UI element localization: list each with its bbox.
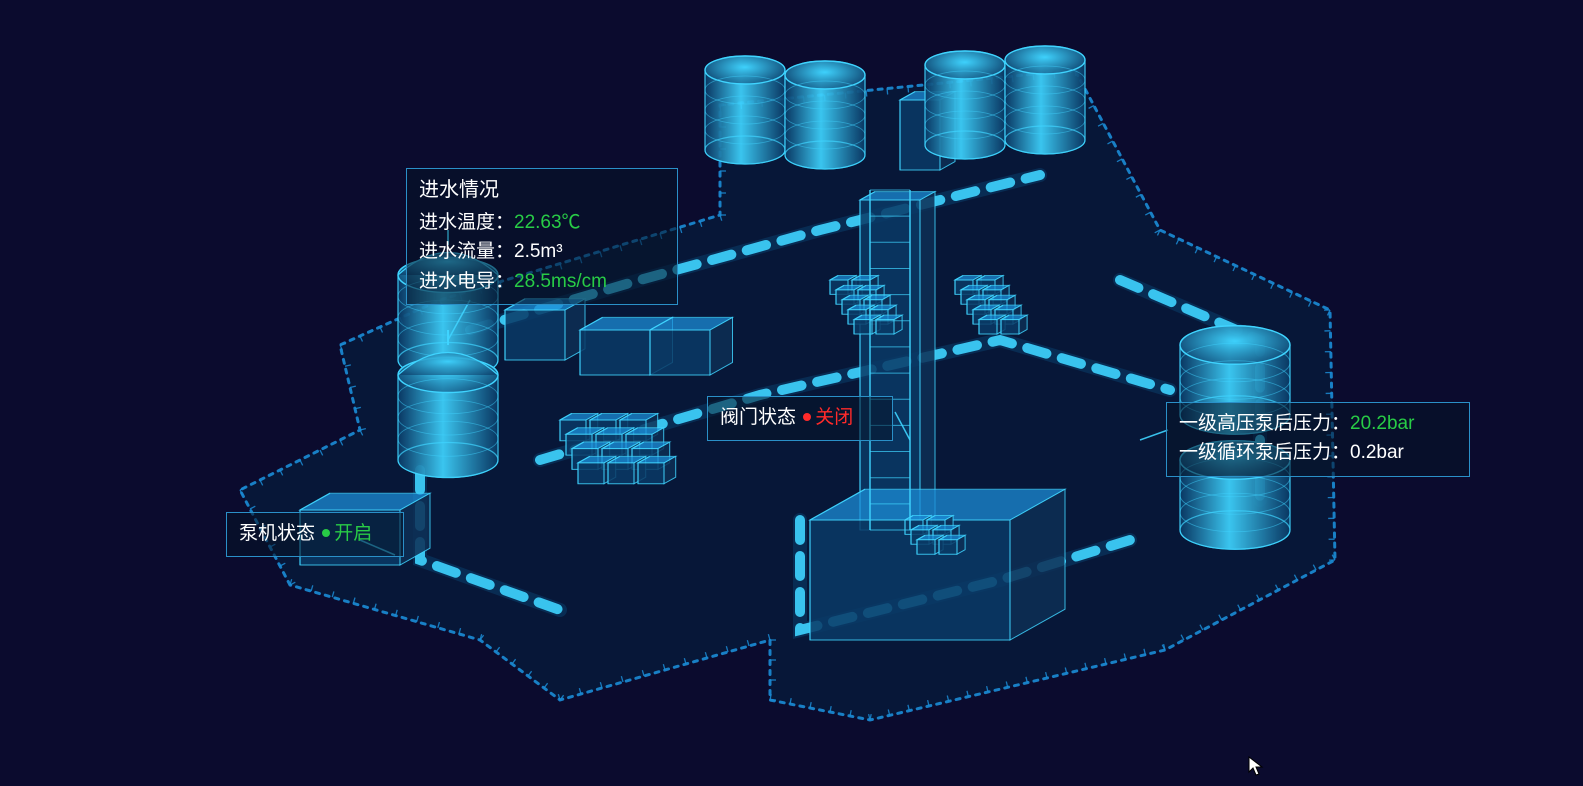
inlet-temp-label: 进水温度：	[419, 212, 514, 233]
pump-status-dot-icon	[322, 529, 330, 537]
inlet-flow-row: 进水流量：2.5m³	[419, 237, 665, 266]
inlet-flow-label: 进水流量：	[419, 241, 514, 262]
hp-pressure-value: 20.2bar	[1350, 413, 1414, 434]
valve-status-value: 关闭	[815, 407, 853, 428]
inlet-cond-row: 进水电导：28.5ms/cm	[419, 267, 665, 296]
inlet-panel-title: 进水情况	[419, 175, 665, 206]
hp-pressure-label: 一级高压泵后压力：	[1179, 413, 1350, 434]
inlet-temp-row: 进水温度：22.63℃	[419, 208, 665, 237]
valve-status-panel: 阀门状态 关闭	[707, 396, 893, 441]
cp-pressure-value: 0.2bar	[1350, 442, 1404, 463]
valve-status-dot-icon	[803, 413, 811, 421]
hp-pressure-row: 一级高压泵后压力：20.2bar	[1179, 409, 1457, 438]
cp-pressure-label: 一级循环泵后压力：	[1179, 442, 1350, 463]
inlet-temp-value: 22.63℃	[514, 212, 581, 233]
pump-status-value: 开启	[334, 523, 372, 544]
inlet-flow-value: 2.5m³	[514, 241, 563, 262]
pump-status-panel: 泵机状态 开启	[226, 512, 404, 557]
inlet-status-panel: 进水情况 进水温度：22.63℃ 进水流量：2.5m³ 进水电导：28.5ms/…	[406, 168, 678, 305]
pressure-panel: 一级高压泵后压力：20.2bar 一级循环泵后压力：0.2bar	[1166, 402, 1470, 477]
inlet-cond-value: 28.5ms/cm	[514, 271, 607, 292]
cp-pressure-row: 一级循环泵后压力：0.2bar	[1179, 438, 1457, 467]
valve-status-row: 阀门状态 关闭	[720, 403, 880, 432]
inlet-cond-label: 进水电导：	[419, 271, 514, 292]
facility-3d-scene[interactable]	[0, 0, 1583, 786]
valve-status-label: 阀门状态	[720, 407, 796, 428]
pump-status-label: 泵机状态	[239, 523, 315, 544]
pump-status-row: 泵机状态 开启	[239, 519, 391, 548]
